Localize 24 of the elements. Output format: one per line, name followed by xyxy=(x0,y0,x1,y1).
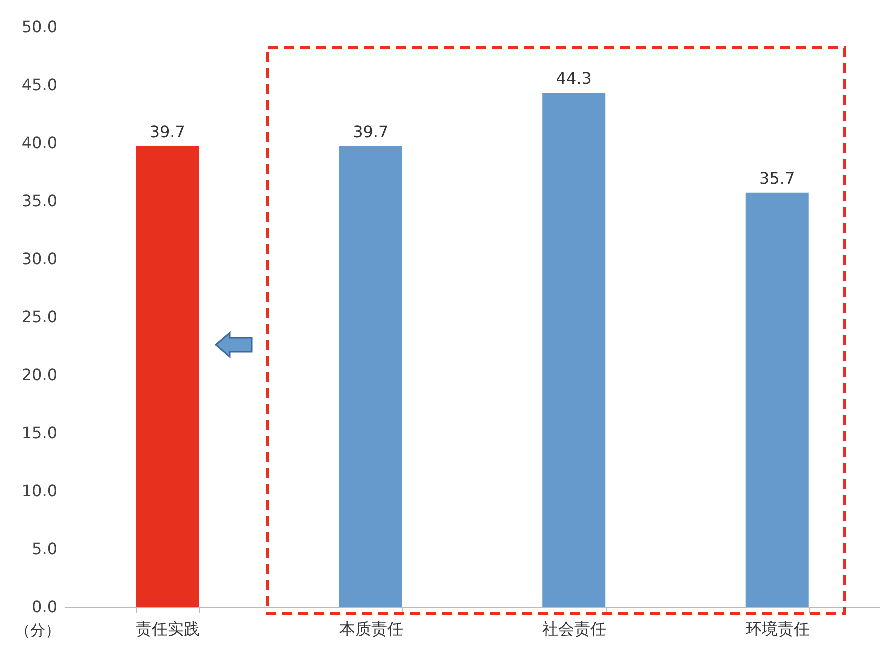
bar xyxy=(542,93,606,607)
data-label: 39.7 xyxy=(353,122,389,142)
y-tick-label: 5.0 xyxy=(32,540,58,558)
y-tick-label: 10.0 xyxy=(22,482,58,500)
y-tick-label: 20.0 xyxy=(22,366,58,384)
y-tick-label: 45.0 xyxy=(22,76,58,94)
y-tick-label: 15.0 xyxy=(22,424,58,442)
y-axis-title: （分） xyxy=(16,622,60,640)
y-tick-label: 0.0 xyxy=(32,598,58,616)
y-tick-label: 35.0 xyxy=(22,192,58,210)
y-tick-label: 30.0 xyxy=(22,250,58,268)
bar xyxy=(136,146,200,607)
bar xyxy=(339,146,402,607)
data-label: 35.7 xyxy=(760,168,796,188)
data-label: 39.7 xyxy=(150,122,186,142)
y-tick-label: 25.0 xyxy=(22,308,58,326)
x-tick-label: 本质责任 xyxy=(339,620,404,638)
bar xyxy=(746,192,809,607)
x-tick-label: 社会责任 xyxy=(542,620,607,638)
y-tick-label: 50.0 xyxy=(22,18,58,36)
y-tick-label: 40.0 xyxy=(22,134,58,152)
x-tick-label: 责任实践 xyxy=(136,620,200,638)
data-label: 44.3 xyxy=(556,69,592,88)
x-tick-label: 环境责任 xyxy=(746,620,810,638)
